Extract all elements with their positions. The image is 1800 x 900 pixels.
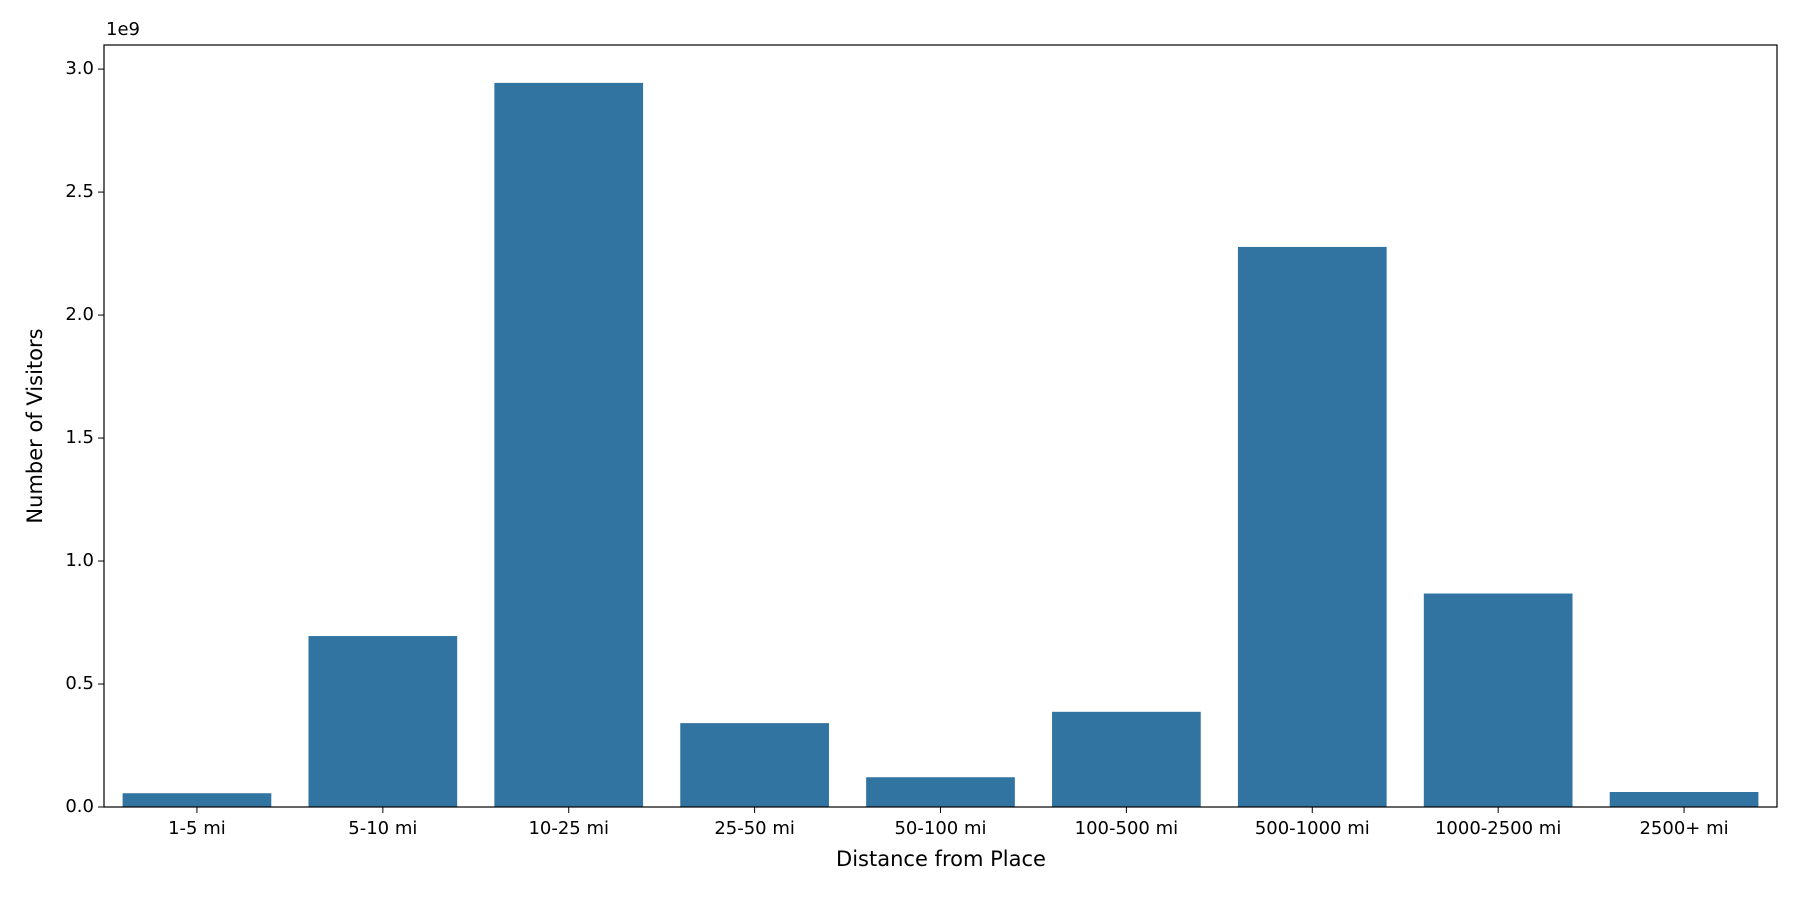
y-tick-label: 3.0 [65, 58, 94, 79]
bar [1609, 791, 1759, 807]
bar [308, 636, 458, 807]
x-axis-label: Distance from Place [836, 847, 1046, 871]
x-tick-label: 25-50 mi [714, 818, 795, 839]
x-tick-label: 2500+ mi [1639, 818, 1728, 839]
y-tick-label: 1.5 [65, 427, 94, 448]
y-tick-label: 1.0 [65, 550, 94, 571]
x-tick-label: 1-5 mi [168, 818, 226, 839]
y-offset-label: 1e9 [106, 19, 140, 40]
y-tick-label: 2.0 [65, 304, 94, 325]
x-tick-label: 50-100 mi [894, 818, 986, 839]
bar [1423, 593, 1573, 807]
bar [1052, 711, 1201, 807]
bar [122, 793, 272, 807]
bar [1237, 246, 1387, 807]
y-axis-label: Number of Visitors [23, 328, 47, 523]
bar [494, 82, 644, 807]
bar [680, 723, 829, 807]
bar [866, 777, 1015, 807]
x-tick-label: 100-500 mi [1075, 818, 1178, 839]
y-tick-label: 0.0 [65, 796, 94, 817]
x-tick-label: 1000-2500 mi [1435, 818, 1561, 839]
y-tick-label: 0.5 [65, 673, 94, 694]
x-tick-label: 10-25 mi [528, 818, 609, 839]
plot-frame [103, 44, 1778, 808]
y-tick-label: 2.5 [65, 181, 94, 202]
x-tick-label: 5-10 mi [348, 818, 417, 839]
x-tick-label: 500-1000 mi [1255, 818, 1370, 839]
